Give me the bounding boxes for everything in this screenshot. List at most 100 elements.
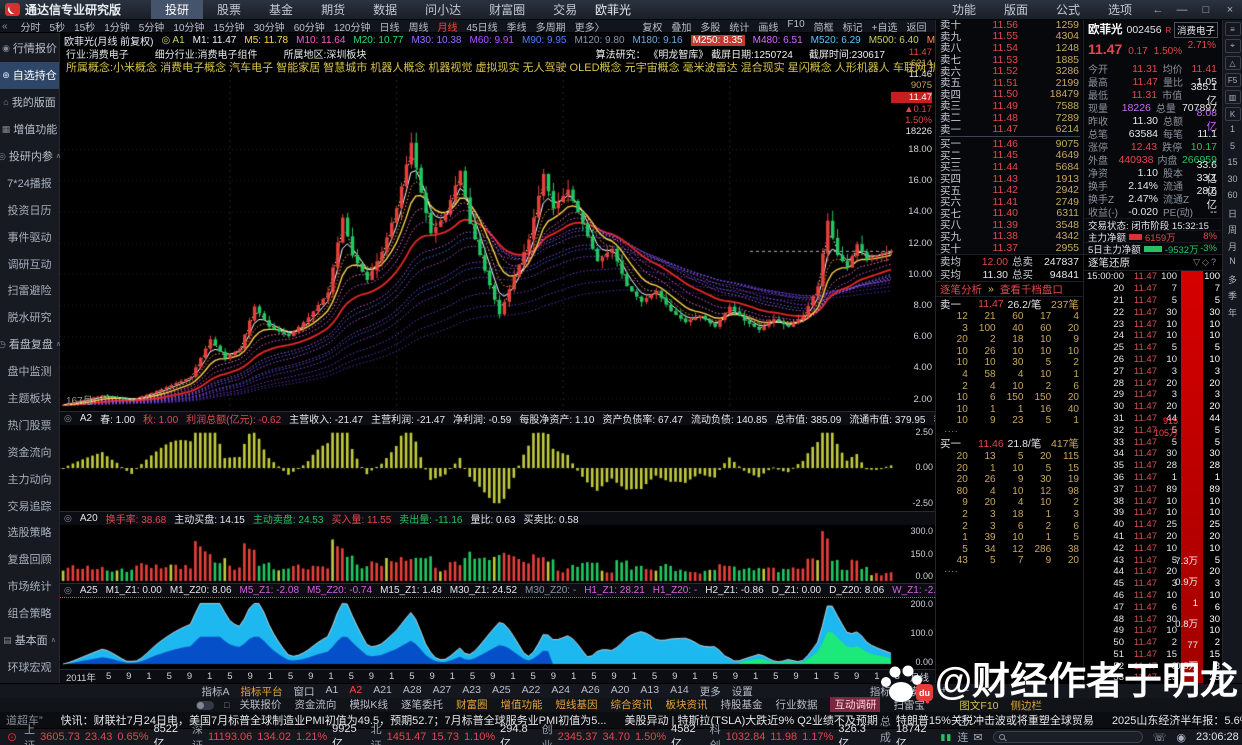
indicator-tab-A25[interactable]: A25 xyxy=(491,683,511,696)
feedback-icon[interactable]: ◉ xyxy=(1176,731,1186,744)
tick-row[interactable]: 32 11.47 5 5 xyxy=(1084,424,1222,436)
tick-row[interactable]: 46 11.47 10 10 xyxy=(1084,590,1222,602)
news-headline[interactable]: 快讯：财联社7月24日电，美国7月标普全球制造业PMI初值为49.5，预期52.… xyxy=(60,715,607,727)
sidebar-item-投资日历[interactable]: 投资日历 xyxy=(0,196,59,223)
rail-icon-F5[interactable]: F5 xyxy=(1224,73,1241,87)
tick-row[interactable]: 29 11.47 3 3 xyxy=(1084,389,1222,401)
news-headline[interactable]: 道超车” xyxy=(6,715,43,727)
chart-tool-button[interactable]: 简框 xyxy=(813,22,834,34)
sidebar-item-热门股票[interactable]: 热门股票 xyxy=(0,411,59,438)
rail-icon-▥[interactable]: ▥ xyxy=(1224,90,1241,104)
menu-item[interactable]: 期货 xyxy=(321,3,346,17)
period-item[interactable]: 45日线 xyxy=(466,22,498,34)
menu-item[interactable]: 公式 xyxy=(1055,3,1080,17)
sidebar-item-市场统计[interactable]: 市场统计 xyxy=(0,573,59,600)
pane-header-a20[interactable]: ◎ A20 换手率: 38.68 主动买盘: 14.15 主动卖盘: 24.53 买入量:… xyxy=(60,511,935,525)
chart-tool-button[interactable]: 复权 xyxy=(642,22,663,34)
function-tab-图文F10[interactable]: 图文F10 xyxy=(959,699,999,712)
sidebar-item-交易追踪[interactable]: 交易追踪 xyxy=(0,492,59,519)
orderbook-row[interactable]: 买九 11.38 4342 xyxy=(936,230,1083,243)
tick-row[interactable]: 22 11.47 30 30 xyxy=(1084,306,1222,318)
indicator-tab-A28[interactable]: A28 xyxy=(402,683,422,696)
sidebar-item-脱水研究[interactable]: 脱水研究 xyxy=(0,304,59,331)
tick-row[interactable]: 24 11.47 10 10 xyxy=(1084,330,1222,342)
tick-row[interactable]: 43 11.47 5 5 xyxy=(1084,554,1222,566)
index-item-创业[interactable]: 创业 2345.37 34.70 1.50% 4582亿 xyxy=(542,721,705,745)
function-tab-板块资讯[interactable]: 板块资讯 xyxy=(665,699,708,712)
indicator-tab-A20[interactable]: A20 xyxy=(610,683,630,696)
collapse-icon[interactable]: « xyxy=(2,20,8,32)
orderbook-row[interactable]: 买八 11.39 3548 xyxy=(936,219,1083,232)
rail-icon-≡[interactable]: ≡ xyxy=(1224,22,1241,36)
tick-row[interactable]: 41 11.47 20 20 xyxy=(1084,531,1222,543)
tick-tab[interactable]: 查看千档盘口 xyxy=(999,283,1063,296)
menu-item[interactable]: 交易 xyxy=(553,3,578,17)
rail-period-30[interactable]: 30 xyxy=(1227,173,1238,184)
sidebar-item-调研互动[interactable]: 调研互动 xyxy=(0,250,59,277)
index-item-上证[interactable]: 上证 3605.73 23.43 0.65% 8522亿 xyxy=(24,721,187,745)
tick-row[interactable]: 37 11.47 89 89 xyxy=(1084,483,1222,495)
menu-item[interactable]: 投研 xyxy=(151,0,204,19)
period-item[interactable]: 10分钟 xyxy=(173,22,205,34)
chart-tool-button[interactable]: 返回 xyxy=(906,22,927,34)
indicator-tab-A26[interactable]: A26 xyxy=(581,683,600,696)
indicator-tab-A21[interactable]: A21 xyxy=(373,683,392,696)
rail-period-60[interactable]: 60 xyxy=(1227,190,1238,200)
tick-row[interactable]: 45 11.47 3 3 xyxy=(1084,578,1222,590)
rail-period-多[interactable]: 多 xyxy=(1227,274,1237,285)
tick-rows[interactable]: 15:00:00 11.47 100 100 20 11.47 7 7 21 11.47 5 5 22 1… xyxy=(1084,271,1222,708)
search-input[interactable] xyxy=(992,731,1143,743)
indicator-tab-A22[interactable]: A22 xyxy=(521,683,541,696)
orderbook-row[interactable]: 买四 11.43 1913 xyxy=(936,173,1083,186)
ask1-header[interactable]: 卖一 11.47 26.2/笔 237笔 xyxy=(936,297,1083,311)
sidebar-item-事件驱动[interactable]: 事件驱动 xyxy=(0,223,59,250)
indicator-pane-a20[interactable]: 300.0 150.0 0.00 xyxy=(60,525,935,583)
news-headline[interactable]: 2025山东经济半年报：5.6% xyxy=(1111,715,1242,727)
indicator-tab-A27[interactable]: A27 xyxy=(432,683,452,696)
period-item[interactable]: 120分钟 xyxy=(333,22,371,34)
sidebar-item-盘中监测[interactable]: 盘中监测 xyxy=(0,358,59,385)
rail-icon-⌖[interactable]: ⌖ xyxy=(1224,39,1241,53)
period-item[interactable]: 5分钟 xyxy=(138,22,165,34)
tick-row[interactable]: 42 11.47 10 10 xyxy=(1084,542,1222,554)
sidebar-item-扫雷避险[interactable]: 扫雷避险 xyxy=(0,277,59,304)
sidebar-item-主题板块[interactable]: 主题板块 xyxy=(0,385,59,412)
tick-row[interactable]: 26 11.47 10 10 xyxy=(1084,354,1222,366)
chart-tool-button[interactable]: 统计 xyxy=(729,22,750,34)
rail-period-5[interactable]: 5 xyxy=(1229,140,1235,151)
indicator-tab-—[interactable]: — xyxy=(958,683,969,696)
indicator-tab-A2[interactable]: A2 xyxy=(349,683,363,696)
layout-box-icon[interactable]: □ xyxy=(224,700,230,710)
tick-row[interactable]: 27 11.47 3 3 xyxy=(1084,365,1222,377)
period-item[interactable]: 多周期 xyxy=(535,22,566,34)
minimize-icon[interactable]: — xyxy=(1176,3,1188,16)
tick-row[interactable]: 15:00:00 11.47 100 100 xyxy=(1084,271,1222,283)
indicator-tab-指标A[interactable]: 指标A xyxy=(201,685,230,698)
tick-row[interactable]: 34 11.47 30 30 xyxy=(1084,448,1222,460)
tick-tab[interactable]: » xyxy=(988,283,994,295)
rail-period-周[interactable]: 周 xyxy=(1227,225,1237,235)
sector-tag[interactable]: 消费电子 xyxy=(1173,22,1218,38)
close-icon[interactable]: × xyxy=(1226,3,1234,16)
indicator-tab-+[interactable]: + xyxy=(940,683,947,696)
orderbook-row[interactable]: 卖二 11.48 7289 xyxy=(936,112,1083,125)
tick-row[interactable]: 21 11.47 5 5 xyxy=(1084,295,1222,307)
index-item-北证[interactable]: 北证 1451.47 15.73 1.10% 294.8亿 xyxy=(371,721,537,745)
period-item[interactable]: 1分钟 xyxy=(104,22,130,34)
a20-canvas[interactable] xyxy=(60,525,935,583)
tick-row[interactable]: 53 11.47 25 25 xyxy=(1084,672,1222,684)
orderbook-row[interactable]: 卖九 11.55 4304 xyxy=(936,30,1083,43)
indicator-tab-模板[interactable]: 模板 xyxy=(908,685,930,698)
sidebar-item-选股策略[interactable]: 选股策略 xyxy=(0,519,59,546)
period-item[interactable]: 5秒 xyxy=(49,22,66,34)
tick-row[interactable]: 52 11.47 8 8 xyxy=(1084,660,1222,672)
sidebar-item-我的版面[interactable]: ⌂ 我的版面 xyxy=(0,89,59,116)
index-item-深证[interactable]: 深证 11193.06 134.02 1.21% 9925亿 xyxy=(192,721,366,745)
function-tab-关联报价[interactable]: 关联报价 xyxy=(239,699,282,712)
orderbook-row[interactable]: 买二 11.45 4649 xyxy=(936,149,1083,162)
sidebar-item-环球宏观[interactable]: 环球宏观 xyxy=(0,653,59,680)
chart-tool-button[interactable]: 叠加 xyxy=(671,22,692,34)
sidebar-item-资金流向[interactable]: 资金流向 xyxy=(0,438,59,465)
tick-row[interactable]: 33 11.47 5 5 xyxy=(1084,436,1222,448)
orderbook-row[interactable]: 卖三 11.49 7588 xyxy=(936,100,1083,113)
